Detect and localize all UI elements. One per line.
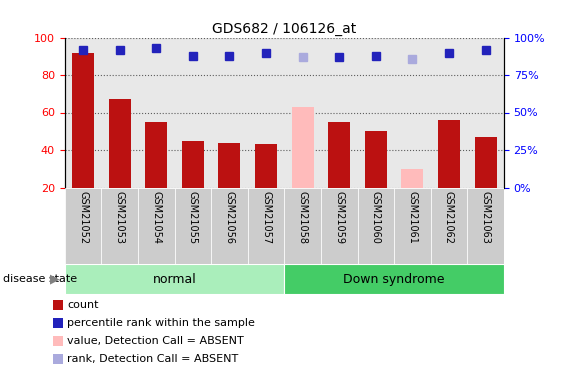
Text: GSM21055: GSM21055 xyxy=(188,191,198,244)
Bar xyxy=(255,144,277,188)
Text: disease state: disease state xyxy=(3,274,77,284)
Bar xyxy=(138,38,175,188)
Bar xyxy=(358,38,394,188)
Bar xyxy=(53,354,64,364)
Bar xyxy=(284,264,504,294)
Bar xyxy=(101,188,138,264)
Bar xyxy=(284,38,321,188)
Bar xyxy=(467,38,504,188)
Bar xyxy=(365,131,387,188)
Bar xyxy=(175,38,211,188)
Bar xyxy=(248,188,284,264)
Text: GSM21063: GSM21063 xyxy=(481,191,490,244)
Bar xyxy=(292,107,314,188)
Text: normal: normal xyxy=(153,273,196,286)
Bar xyxy=(211,188,248,264)
Bar xyxy=(218,142,240,188)
Bar xyxy=(401,169,423,188)
Text: percentile rank within the sample: percentile rank within the sample xyxy=(67,318,255,328)
Text: GSM21059: GSM21059 xyxy=(334,191,344,244)
Bar xyxy=(394,188,431,264)
Text: Down syndrome: Down syndrome xyxy=(343,273,445,286)
Bar xyxy=(321,38,358,188)
Text: GSM21061: GSM21061 xyxy=(408,191,417,244)
Bar xyxy=(248,38,284,188)
Bar xyxy=(328,122,350,188)
Bar xyxy=(175,188,211,264)
Bar xyxy=(101,38,138,188)
Bar xyxy=(321,188,358,264)
Bar xyxy=(475,137,497,188)
Bar xyxy=(467,188,504,264)
Text: GSM21058: GSM21058 xyxy=(298,191,307,244)
Bar xyxy=(358,188,394,264)
Bar xyxy=(138,188,175,264)
Text: value, Detection Call = ABSENT: value, Detection Call = ABSENT xyxy=(67,336,244,346)
Text: GSM21062: GSM21062 xyxy=(444,191,454,244)
Bar xyxy=(65,188,101,264)
Bar xyxy=(438,120,460,188)
Bar xyxy=(145,122,167,188)
Text: GSM21060: GSM21060 xyxy=(371,191,381,244)
Text: GSM21054: GSM21054 xyxy=(151,191,161,244)
Text: GSM21056: GSM21056 xyxy=(225,191,234,244)
Title: GDS682 / 106126_at: GDS682 / 106126_at xyxy=(212,22,356,36)
Bar xyxy=(53,300,64,310)
Bar xyxy=(65,38,101,188)
Bar xyxy=(431,38,467,188)
Bar xyxy=(284,188,321,264)
Bar xyxy=(53,336,64,346)
Bar xyxy=(53,318,64,328)
Text: count: count xyxy=(67,300,99,310)
Bar xyxy=(394,38,431,188)
Text: ▶: ▶ xyxy=(50,273,59,286)
Text: rank, Detection Call = ABSENT: rank, Detection Call = ABSENT xyxy=(67,354,238,364)
Text: GSM21053: GSM21053 xyxy=(115,191,124,244)
Bar xyxy=(72,53,94,188)
Bar xyxy=(65,264,284,294)
Bar xyxy=(109,99,131,188)
Bar xyxy=(431,188,467,264)
Bar xyxy=(182,141,204,188)
Bar xyxy=(211,38,248,188)
Text: GSM21052: GSM21052 xyxy=(78,191,88,244)
Text: GSM21057: GSM21057 xyxy=(261,191,271,244)
